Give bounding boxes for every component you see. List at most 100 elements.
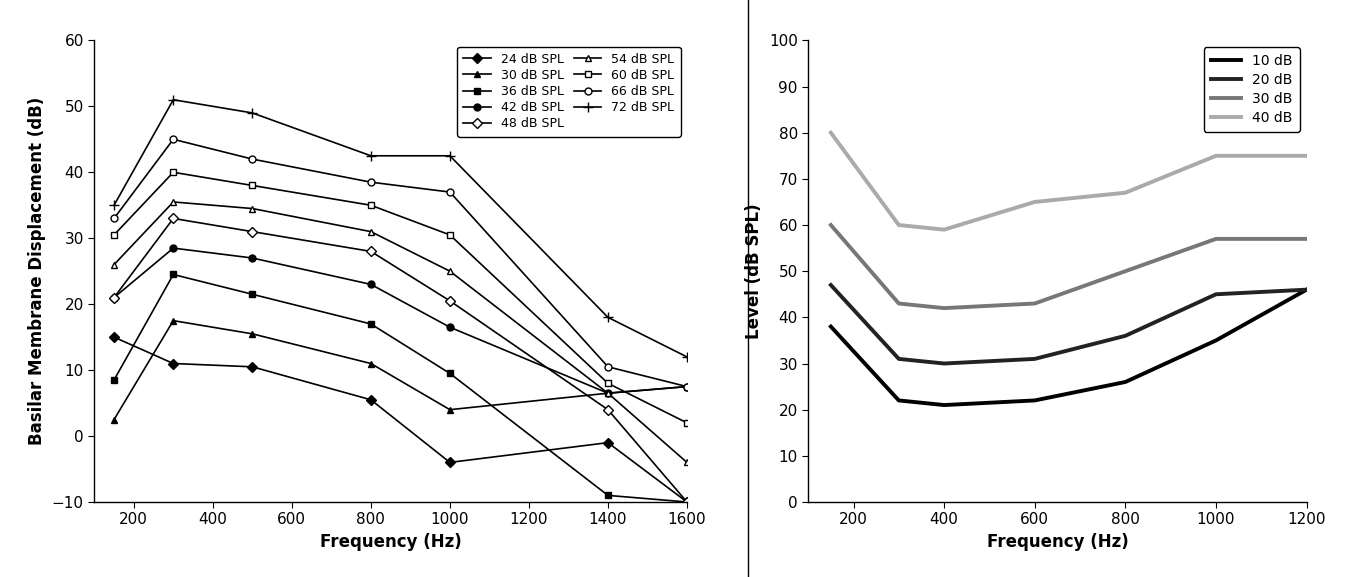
40 dB bbox=[890, 222, 907, 228]
40 dB bbox=[823, 129, 839, 136]
Line: 54 dB SPL: 54 dB SPL bbox=[110, 198, 691, 466]
42 dB SPL bbox=[166, 245, 182, 252]
30 dB SPL bbox=[166, 317, 182, 324]
24 dB SPL bbox=[679, 499, 695, 505]
20 dB bbox=[823, 282, 839, 288]
54 dB SPL bbox=[679, 459, 695, 466]
30 dB SPL bbox=[679, 383, 695, 390]
Line: 66 dB SPL: 66 dB SPL bbox=[110, 136, 691, 390]
72 dB SPL bbox=[599, 314, 616, 321]
30 dB SPL bbox=[599, 389, 616, 396]
60 dB SPL bbox=[679, 419, 695, 426]
60 dB SPL bbox=[362, 202, 379, 209]
Line: 60 dB SPL: 60 dB SPL bbox=[110, 169, 691, 426]
X-axis label: Frequency (Hz): Frequency (Hz) bbox=[319, 533, 462, 551]
10 dB bbox=[890, 397, 907, 404]
Y-axis label: Basilar Membrane Displacement (dB): Basilar Membrane Displacement (dB) bbox=[28, 97, 46, 445]
Line: 36 dB SPL: 36 dB SPL bbox=[110, 271, 691, 505]
24 dB SPL bbox=[362, 396, 379, 403]
36 dB SPL bbox=[599, 492, 616, 499]
Line: 72 dB SPL: 72 dB SPL bbox=[109, 95, 692, 362]
Line: 30 dB: 30 dB bbox=[831, 225, 1307, 308]
20 dB bbox=[1026, 355, 1043, 362]
42 dB SPL bbox=[599, 389, 616, 396]
48 dB SPL bbox=[244, 228, 260, 235]
Legend: 10 dB, 20 dB, 30 dB, 40 dB: 10 dB, 20 dB, 30 dB, 40 dB bbox=[1204, 47, 1300, 132]
36 dB SPL bbox=[442, 370, 458, 377]
60 dB SPL bbox=[106, 231, 123, 238]
10 dB bbox=[1117, 379, 1133, 385]
24 dB SPL bbox=[244, 364, 260, 370]
10 dB bbox=[936, 402, 952, 409]
54 dB SPL bbox=[599, 389, 616, 396]
48 dB SPL bbox=[679, 499, 695, 505]
36 dB SPL bbox=[244, 291, 260, 298]
48 dB SPL bbox=[442, 297, 458, 304]
36 dB SPL bbox=[362, 320, 379, 327]
48 dB SPL bbox=[362, 248, 379, 255]
30 dB bbox=[1299, 235, 1315, 242]
36 dB SPL bbox=[166, 271, 182, 278]
42 dB SPL bbox=[244, 254, 260, 261]
72 dB SPL bbox=[362, 152, 379, 159]
42 dB SPL bbox=[362, 281, 379, 288]
Line: 30 dB SPL: 30 dB SPL bbox=[110, 317, 691, 423]
54 dB SPL bbox=[362, 228, 379, 235]
40 dB bbox=[1208, 152, 1224, 159]
24 dB SPL bbox=[166, 360, 182, 367]
66 dB SPL bbox=[106, 215, 123, 222]
40 dB bbox=[1117, 189, 1133, 196]
30 dB bbox=[823, 222, 839, 228]
20 dB bbox=[890, 355, 907, 362]
40 dB bbox=[1026, 198, 1043, 205]
10 dB bbox=[1208, 337, 1224, 344]
60 dB SPL bbox=[244, 182, 260, 189]
30 dB bbox=[890, 300, 907, 307]
72 dB SPL bbox=[244, 110, 260, 117]
66 dB SPL bbox=[599, 364, 616, 370]
20 dB bbox=[936, 360, 952, 367]
30 dB SPL bbox=[106, 416, 123, 423]
40 dB bbox=[936, 226, 952, 233]
30 dB SPL bbox=[244, 331, 260, 338]
60 dB SPL bbox=[442, 231, 458, 238]
66 dB SPL bbox=[244, 156, 260, 163]
48 dB SPL bbox=[106, 294, 123, 301]
Legend: 24 dB SPL, 30 dB SPL, 36 dB SPL, 42 dB SPL, 48 dB SPL, 54 dB SPL, 60 dB SPL, 66 : 24 dB SPL, 30 dB SPL, 36 dB SPL, 42 dB S… bbox=[457, 47, 680, 137]
48 dB SPL bbox=[166, 215, 182, 222]
30 dB SPL bbox=[362, 360, 379, 367]
42 dB SPL bbox=[679, 383, 695, 390]
Y-axis label: Level (dB SPL): Level (dB SPL) bbox=[745, 203, 764, 339]
Line: 10 dB: 10 dB bbox=[831, 290, 1307, 405]
54 dB SPL bbox=[106, 261, 123, 268]
20 dB bbox=[1299, 286, 1315, 293]
72 dB SPL bbox=[442, 152, 458, 159]
30 dB bbox=[936, 305, 952, 312]
20 dB bbox=[1117, 332, 1133, 339]
24 dB SPL bbox=[599, 439, 616, 446]
24 dB SPL bbox=[442, 459, 458, 466]
54 dB SPL bbox=[244, 205, 260, 212]
Line: 42 dB SPL: 42 dB SPL bbox=[110, 245, 691, 396]
10 dB bbox=[823, 323, 839, 330]
30 dB bbox=[1026, 300, 1043, 307]
60 dB SPL bbox=[599, 380, 616, 387]
42 dB SPL bbox=[442, 324, 458, 331]
66 dB SPL bbox=[166, 136, 182, 143]
30 dB bbox=[1117, 268, 1133, 275]
10 dB bbox=[1026, 397, 1043, 404]
30 dB bbox=[1208, 235, 1224, 242]
72 dB SPL bbox=[679, 354, 695, 361]
30 dB SPL bbox=[442, 406, 458, 413]
X-axis label: Frequency (Hz): Frequency (Hz) bbox=[986, 533, 1129, 551]
10 dB bbox=[1299, 286, 1315, 293]
Line: 48 dB SPL: 48 dB SPL bbox=[110, 215, 691, 505]
66 dB SPL bbox=[679, 383, 695, 390]
54 dB SPL bbox=[442, 268, 458, 275]
36 dB SPL bbox=[679, 499, 695, 505]
54 dB SPL bbox=[166, 198, 182, 205]
24 dB SPL bbox=[106, 334, 123, 340]
Line: 24 dB SPL: 24 dB SPL bbox=[110, 334, 691, 505]
42 dB SPL bbox=[106, 294, 123, 301]
72 dB SPL bbox=[166, 96, 182, 103]
